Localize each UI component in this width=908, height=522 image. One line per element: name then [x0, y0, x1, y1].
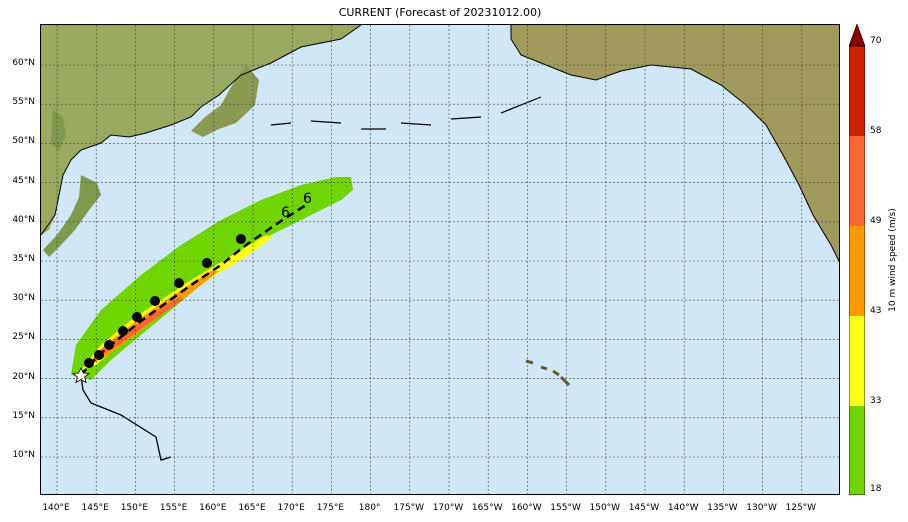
map-panel: 6 6 [40, 24, 840, 495]
coastline-outline [41, 25, 362, 236]
colorbar-tick: 70 [870, 36, 882, 46]
lon-label: 150°E [120, 503, 149, 513]
lat-label: 20°N [12, 371, 35, 382]
kamchatka [191, 65, 259, 137]
aleutian-islands [270, 96, 542, 130]
lon-label: 165°E [238, 503, 266, 513]
land-masses [41, 25, 839, 387]
lon-label: 160°E [199, 503, 227, 513]
lon-label: 145°W [628, 503, 660, 513]
typhoon-symbol: 6 [281, 205, 290, 221]
lon-label: 140°E [42, 503, 70, 513]
lon-label: 145°E [81, 503, 109, 513]
colorbar-segment [849, 46, 865, 136]
colorbar [849, 24, 865, 495]
colorbar-tick: 49 [870, 216, 882, 226]
colorbar-arrow [849, 24, 865, 47]
asia-landmass [41, 25, 361, 235]
track-point [132, 312, 142, 322]
lat-label: 55°N [12, 97, 35, 108]
track-point [174, 278, 184, 288]
lon-label: 140°W [667, 503, 699, 513]
past-track-line [80, 374, 172, 461]
track-point [150, 296, 160, 306]
lat-label: 30°N [12, 293, 35, 304]
lat-label: 25°N [12, 332, 35, 343]
track-point [118, 326, 128, 336]
lon-label: 150°W [589, 503, 621, 513]
lon-label: 180° [358, 503, 381, 513]
lon-label: 125°W [785, 503, 817, 513]
lon-label: 175°E [316, 503, 345, 513]
colorbar-tick: 58 [870, 126, 882, 136]
lon-label: 135°W [707, 503, 738, 513]
lon-label: 160°W [511, 503, 542, 513]
colorbar-tick: 33 [870, 396, 882, 406]
lon-label: 155°W [550, 503, 581, 513]
map-canvas: 6 6 [41, 25, 839, 494]
north-america-landmass [511, 25, 839, 261]
sakhalin [51, 110, 66, 151]
lon-label: 165°W [471, 503, 503, 513]
colorbar-title: 10 m wind speed (m/s) [888, 208, 898, 312]
lat-label: 35°N [12, 254, 35, 264]
track-point [84, 358, 94, 368]
track-point [236, 234, 246, 244]
colorbar-segment [849, 136, 865, 226]
lat-label: 40°N [12, 214, 35, 225]
lat-label: 45°N [12, 175, 35, 186]
lon-label: 130°W [746, 503, 777, 513]
hawaii-islands [525, 359, 571, 387]
lon-label: 170°E [277, 503, 305, 513]
lon-label: 170°W [432, 503, 464, 513]
wind-swath [71, 177, 353, 380]
lat-label: 10°N [12, 450, 35, 460]
typhoon-symbol: 6 [303, 191, 312, 207]
colorbar-tick: 43 [870, 306, 882, 316]
track-point [104, 340, 114, 350]
colorbar-segment [849, 226, 865, 316]
lat-label: 60°N [12, 58, 35, 68]
track-point [94, 350, 104, 360]
colorbar-tick: 18 [870, 484, 882, 494]
lon-label: 155°E [159, 503, 188, 513]
track-point [202, 258, 212, 268]
colorbar-segment [849, 316, 865, 406]
na-coastline [510, 25, 839, 263]
map-title: CURRENT (Forecast of 20231012.00) [338, 6, 542, 19]
grid-lines [41, 25, 839, 494]
japan [43, 175, 101, 257]
lat-label: 50°N [12, 136, 35, 147]
lat-label: 15°N [12, 410, 35, 421]
colorbar-segment [849, 406, 865, 495]
lon-label: 175°W [393, 503, 425, 513]
